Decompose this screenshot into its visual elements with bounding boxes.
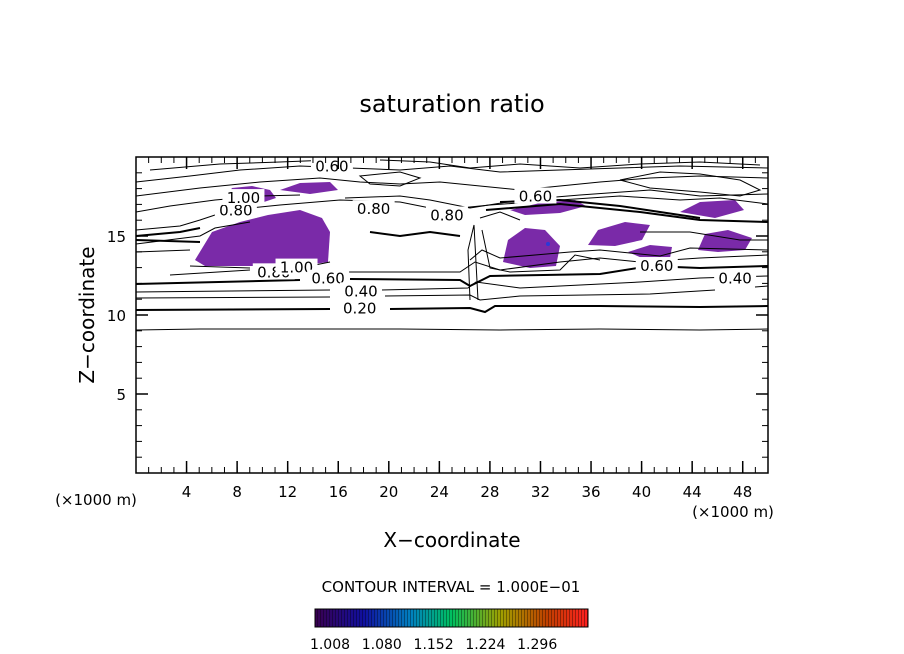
x-tick-label: 32 <box>531 483 550 501</box>
x-tick-label: 40 <box>632 483 651 501</box>
contour-label-bg <box>352 200 395 217</box>
x-tick-label: 20 <box>379 483 398 501</box>
contour-label-bg <box>307 269 350 286</box>
peak-spot <box>546 242 550 246</box>
colorbar-tick-label: 1.224 <box>465 637 505 653</box>
colorbar-stripes <box>315 609 588 627</box>
contour-0.20 <box>136 305 768 314</box>
contour-cell-west <box>358 171 422 187</box>
contour-label-bg <box>310 157 353 174</box>
region-far-east-top <box>680 200 744 218</box>
major-ticks <box>136 157 768 473</box>
y-unit-label: (×1000 m) <box>55 491 137 509</box>
contour-label-bg <box>214 201 257 218</box>
contour-upper-1 <box>136 195 768 231</box>
contour-label: 0.60 <box>311 270 344 288</box>
contour-label-bg <box>338 299 381 316</box>
contour-label: 0.40 <box>718 270 751 288</box>
region-east-low <box>628 245 672 258</box>
colorbar-tick-label: 1.296 <box>517 637 557 653</box>
contour-cell-east <box>619 171 762 197</box>
contour-interval-text: CONTOUR INTERVAL = 1.000E−01 <box>322 578 581 596</box>
contour-label-bg <box>339 282 382 299</box>
contour-upper-4 <box>136 165 768 183</box>
colorbar-tick-label: 1.152 <box>414 637 454 653</box>
chart-title: saturation ratio <box>359 90 544 118</box>
contour-label-bg <box>425 206 468 223</box>
x-tick-label: 36 <box>581 483 600 501</box>
region-east <box>588 222 650 246</box>
x-axis-label: X−coordinate <box>383 528 520 552</box>
contour-label: 0.80 <box>430 206 463 224</box>
contour-0.40 <box>136 285 768 301</box>
region-top-center <box>280 182 338 194</box>
colorbar-tick-label: 1.008 <box>310 637 350 653</box>
contour-label: 0.40 <box>344 282 377 300</box>
contour-field: 0.600.600.80 0.800.801.000.801.000.600.40… <box>136 157 768 331</box>
contour-0.20-low <box>136 328 768 331</box>
contour-label: 0.60 <box>315 157 348 175</box>
x-tick-label: 4 <box>182 483 192 501</box>
contour-label: 1.00 <box>280 259 313 277</box>
contour-label: 0.80 <box>357 200 390 218</box>
y-axis-label: Z−coordinate <box>75 246 99 383</box>
contour-upper-3 <box>136 175 768 197</box>
x-unit-label: (×1000 m) <box>692 503 774 521</box>
contour-label-bg <box>514 187 557 204</box>
region-west <box>195 210 330 266</box>
contour-0.60-b <box>169 254 768 276</box>
contour-label-bg <box>635 257 678 274</box>
contour-lines <box>136 159 768 331</box>
contour-label-bg <box>714 269 757 286</box>
x-tick-label: 8 <box>232 483 242 501</box>
contour-labels: 0.600.600.80 0.800.801.000.801.000.600.40… <box>214 157 757 318</box>
contour-label: 0.20 <box>343 300 376 318</box>
contour-label: 0.60 <box>519 188 552 206</box>
contour-band-1 <box>136 202 768 243</box>
colorbar-frame <box>314 608 589 628</box>
region-mid <box>503 228 560 268</box>
x-tick-label: 44 <box>683 483 702 501</box>
colorbar: 1.008 1.080 1.152 1.224 1.296 <box>310 608 589 653</box>
x-tick-label: 28 <box>480 483 499 501</box>
x-tick-label: 48 <box>733 483 752 501</box>
contour-0.60 <box>136 264 768 288</box>
x-tick-label: 12 <box>278 483 297 501</box>
y-tick-label: 5 <box>116 386 126 404</box>
contour-label: 1.00 <box>227 189 260 207</box>
y-tick-label: 10 <box>107 307 126 325</box>
colorbar-labels: 1.008 1.080 1.152 1.224 1.296 <box>310 637 557 653</box>
supersaturated-regions <box>195 182 752 268</box>
contour-label: 0.60 <box>640 257 673 275</box>
contour-label: 0.80 <box>219 202 252 220</box>
contour-label-bg <box>222 189 265 206</box>
contour-0.40-b <box>136 275 768 293</box>
x-tick-label: 24 <box>430 483 449 501</box>
contour-label-bg <box>275 258 318 275</box>
contour-band-2 <box>136 211 768 253</box>
contour-upper-5 <box>149 159 761 171</box>
x-tick-label: 16 <box>329 483 348 501</box>
colorbar-tick-label: 1.080 <box>362 637 402 653</box>
y-tick-label: 15 <box>107 228 126 246</box>
